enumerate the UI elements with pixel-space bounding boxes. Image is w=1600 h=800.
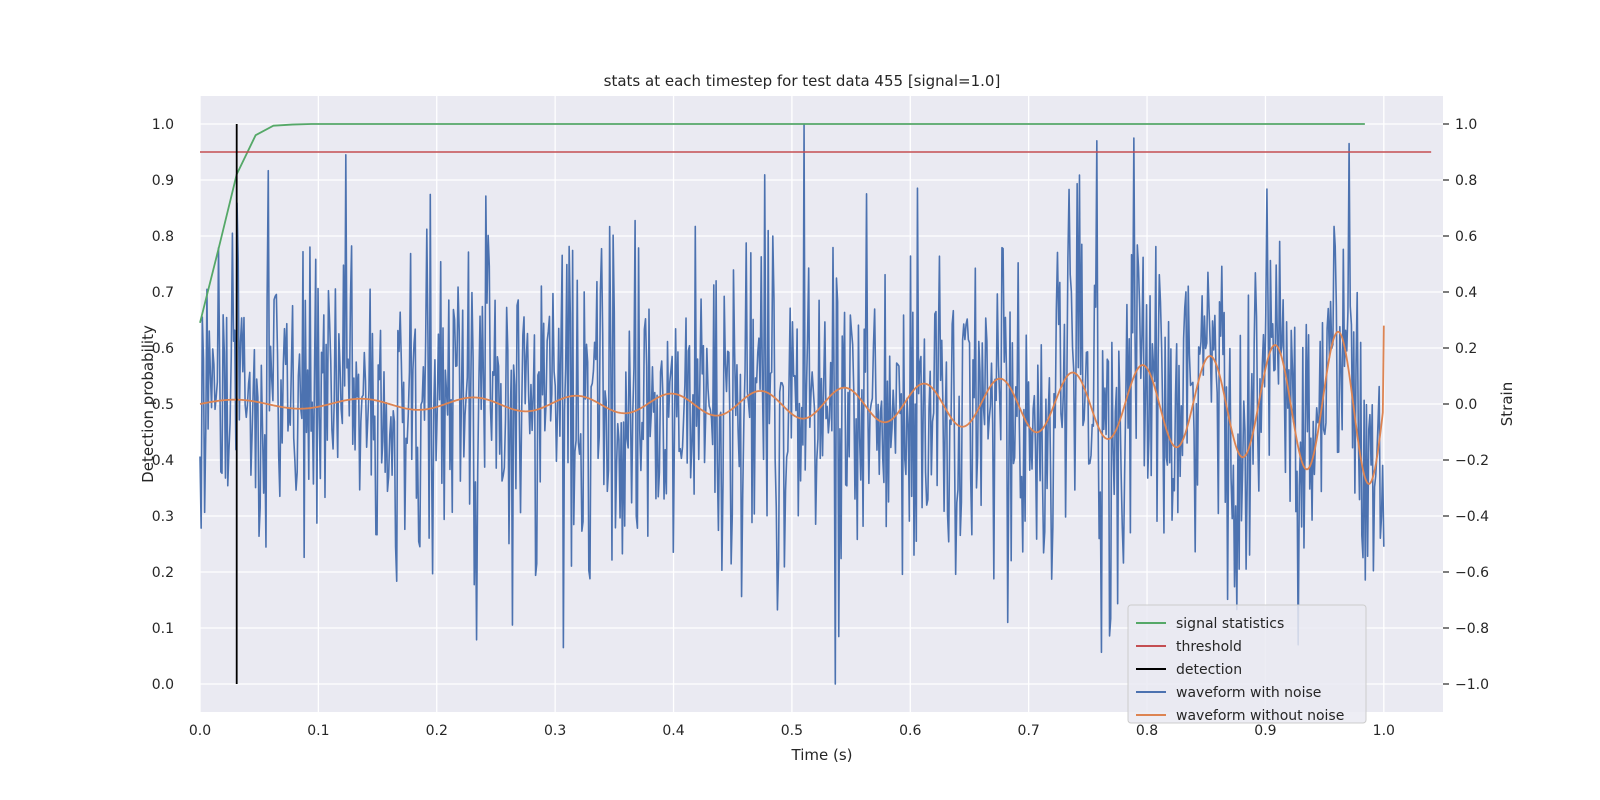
x-tick-label: 0.8 bbox=[1136, 723, 1158, 739]
legend-entry-label: threshold bbox=[1176, 639, 1242, 655]
y-left-tick-label: 0.0 bbox=[152, 677, 174, 693]
legend-entry-label: waveform with noise bbox=[1176, 685, 1321, 701]
series-waveform-without-noise bbox=[199, 325, 1385, 485]
y-left-tick-label: 0.4 bbox=[152, 453, 174, 469]
x-tick-label: 0.2 bbox=[426, 723, 448, 739]
y-right-tick-label: −0.8 bbox=[1455, 621, 1489, 637]
y-left-tick-label: 0.9 bbox=[152, 173, 174, 189]
x-tick-label: 0.3 bbox=[544, 723, 566, 739]
y-right-tick-label: 1.0 bbox=[1455, 117, 1477, 133]
y-right-tick-label: 0.6 bbox=[1455, 229, 1477, 245]
x-axis-label: Time (s) bbox=[791, 746, 853, 764]
x-tick-label: 0.5 bbox=[781, 723, 803, 739]
legend-entry-label: signal statistics bbox=[1176, 616, 1284, 632]
legend-entry-label: detection bbox=[1176, 662, 1242, 678]
y-left-tick-label: 1.0 bbox=[152, 117, 174, 133]
y-axis-left-label: Detection probability bbox=[139, 325, 157, 483]
y-axis-right: −1.0 −0.8 −0.6 −0.4 −0.2 0.0 0.2 0.4 0.6 0.8 1.0 bbox=[1443, 117, 1489, 693]
y-left-tick-label: 0.6 bbox=[152, 341, 174, 357]
y-left-tick-label: 0.3 bbox=[152, 509, 174, 525]
legend: signal statistics threshold detection wavef… bbox=[1127, 604, 1367, 724]
x-tick-label: 0.7 bbox=[1018, 723, 1040, 739]
x-tick-label: 0.0 bbox=[189, 723, 211, 739]
legend-entry-label: waveform without noise bbox=[1176, 708, 1344, 724]
y-left-tick-label: 0.8 bbox=[152, 229, 174, 245]
legend-box bbox=[1127, 604, 1367, 724]
x-tick-label: 0.1 bbox=[307, 723, 329, 739]
x-tick-label: 1.0 bbox=[1373, 723, 1395, 739]
y-right-tick-label: 0.4 bbox=[1455, 285, 1477, 301]
y-left-tick-label: 0.5 bbox=[152, 397, 174, 413]
x-axis: 0.0 0.1 0.2 0.3 0.4 0.5 0.6 0.7 0.8 0.9 1.0 bbox=[189, 723, 1395, 739]
y-right-tick-label: −0.6 bbox=[1455, 565, 1489, 581]
series-layer bbox=[199, 123, 1432, 685]
series-signal-statistics bbox=[199, 123, 1365, 324]
x-tick-label: 0.6 bbox=[899, 723, 921, 739]
x-tick-label: 0.4 bbox=[662, 723, 684, 739]
series-waveform-with-noise bbox=[199, 123, 1385, 685]
y-left-tick-label: 0.1 bbox=[152, 621, 174, 637]
y-axis-left: 0.0 0.1 0.2 0.3 0.4 0.5 0.6 0.7 0.8 0.9 1.0 bbox=[152, 117, 174, 693]
y-right-tick-label: −1.0 bbox=[1455, 677, 1489, 693]
y-axis-right-label: Strain bbox=[1498, 382, 1516, 426]
chart-title: stats at each timestep for test data 455… bbox=[604, 72, 1001, 90]
y-right-tick-label: 0.2 bbox=[1455, 341, 1477, 357]
y-right-tick-label: 0.0 bbox=[1455, 397, 1477, 413]
y-left-tick-label: 0.7 bbox=[152, 285, 174, 301]
y-right-tick-label: 0.8 bbox=[1455, 173, 1477, 189]
y-right-tick-label: −0.4 bbox=[1455, 509, 1489, 525]
y-right-tick-label: −0.2 bbox=[1455, 453, 1489, 469]
x-tick-label: 0.9 bbox=[1254, 723, 1276, 739]
y-left-tick-label: 0.2 bbox=[152, 565, 174, 581]
